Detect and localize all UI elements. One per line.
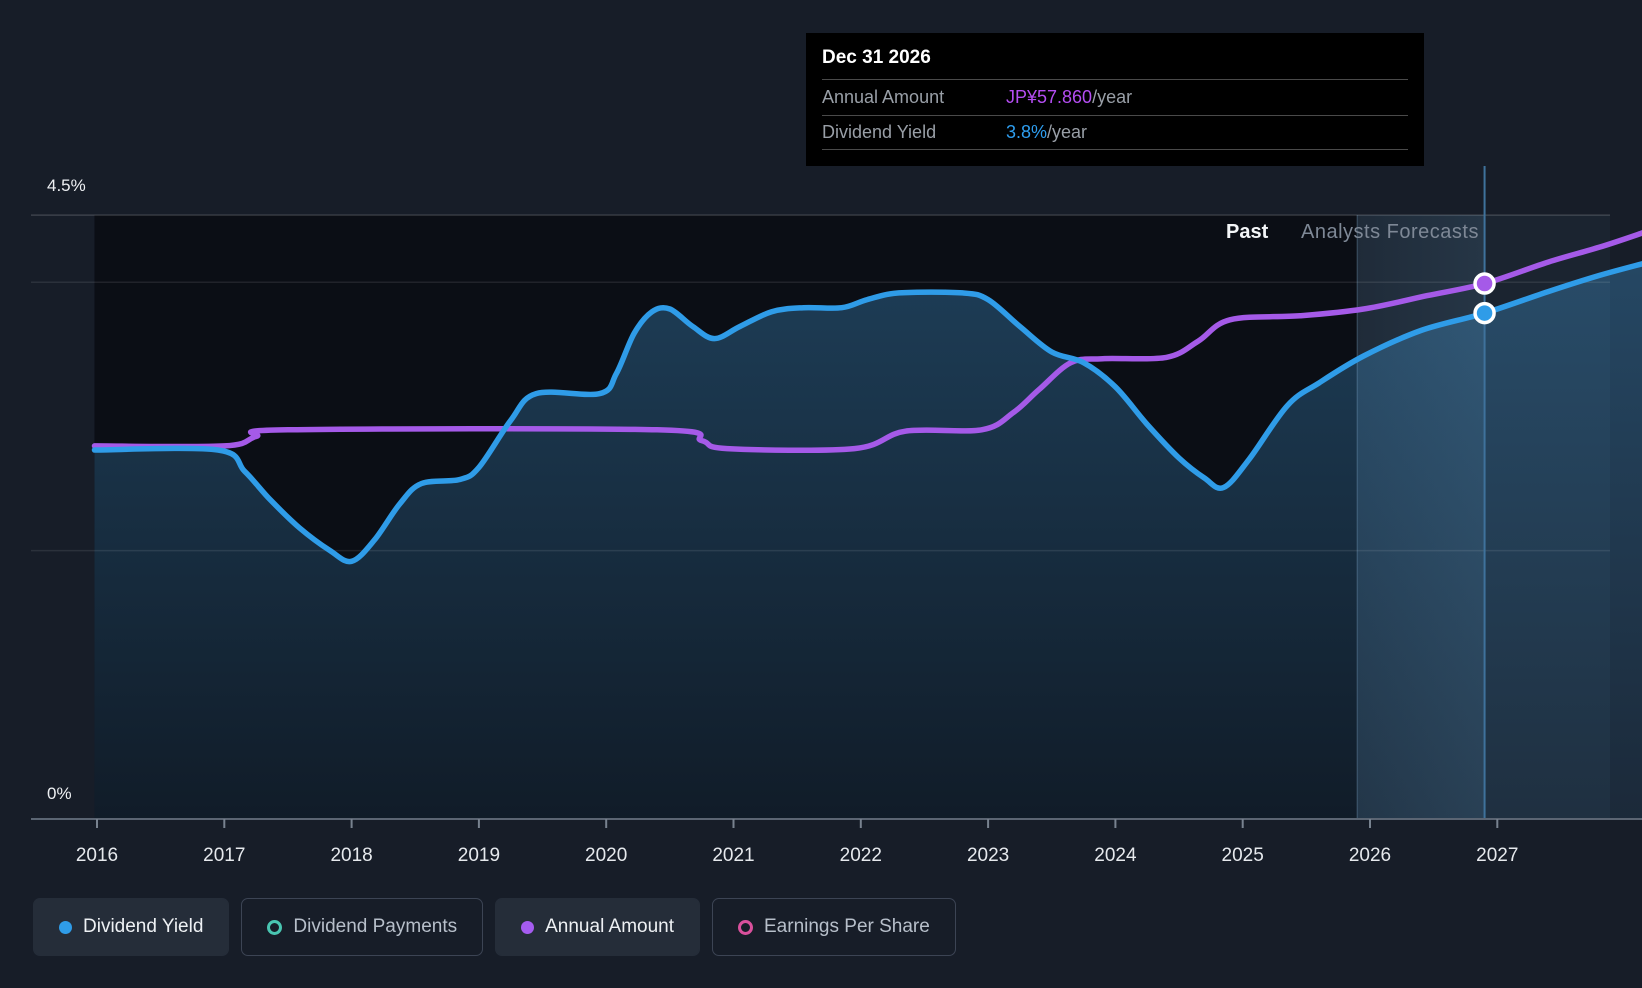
dividend-yield-line [91,261,1642,565]
dividend-yield-dot-icon [59,920,72,934]
annual-amount-line [91,230,1642,454]
dividend-yield-marker [1473,301,1496,325]
dividend-yield-area [94,263,1642,819]
tooltip-suffix: /year [1047,122,1088,142]
legend-label: Dividend Payments [293,916,458,937]
analysts-forecasts-label: Analysts Forecasts [1301,221,1479,243]
tooltip-date: Dec 31 2026 [822,47,931,68]
legend-label: Earnings Per Share [764,916,930,937]
legend-annual-amount-button[interactable]: Annual Amount [495,898,700,956]
y-axis-label-top: 4.5% [47,176,86,195]
tooltip-row-annual-amount: Annual Amount JP¥57.860/year [822,79,1408,115]
y-axis-label-bottom: 0% [47,784,72,803]
year-label-2016: 2016 [75,845,119,866]
chart-legend: Dividend Yield Dividend Payments Annual … [33,898,956,956]
legend-earnings-per-share-button[interactable]: Earnings Per Share [712,898,956,956]
hover-year-band [1357,215,1485,819]
legend-dividend-yield-button[interactable]: Dividend Yield [33,898,230,956]
year-label-2021: 2021 [712,845,755,866]
past-region-label: Past [1226,221,1269,243]
earnings-per-share-ring-icon [738,919,753,935]
tooltip-value-annual-amount: JP¥57.860 [1006,87,1093,107]
tooltip-suffix: /year [1092,87,1133,107]
annual-amount-dot-icon [521,920,535,934]
tooltip-label: Dividend Yield [822,122,937,142]
year-label-2026: 2026 [1348,845,1392,866]
chart-tooltip: Dec 31 2026 Annual Amount JP¥57.860/year… [806,33,1424,166]
legend-dividend-payments-button[interactable]: Dividend Payments [241,898,484,956]
year-label-2019: 2019 [457,845,501,866]
year-label-2018: 2018 [330,845,373,866]
legend-label: Dividend Yield [83,916,204,937]
year-label-2024: 2024 [1094,845,1137,866]
tooltip-label: Annual Amount [822,87,945,107]
year-label-2022: 2022 [839,845,882,866]
year-label-2020: 2020 [585,845,628,866]
year-label-2025: 2025 [1221,845,1264,866]
year-label-2023: 2023 [966,845,1010,866]
legend-label: Annual Amount [545,916,674,937]
year-label-2027: 2027 [1476,845,1519,866]
annual-amount-marker [1473,272,1496,295]
tooltip-row-dividend-yield: Dividend Yield 3.8%/year [822,115,1408,150]
year-label-2017: 2017 [203,845,246,866]
tooltip-value-dividend-yield: 3.8% [1006,122,1048,142]
dividend-payments-ring-icon [267,919,283,935]
